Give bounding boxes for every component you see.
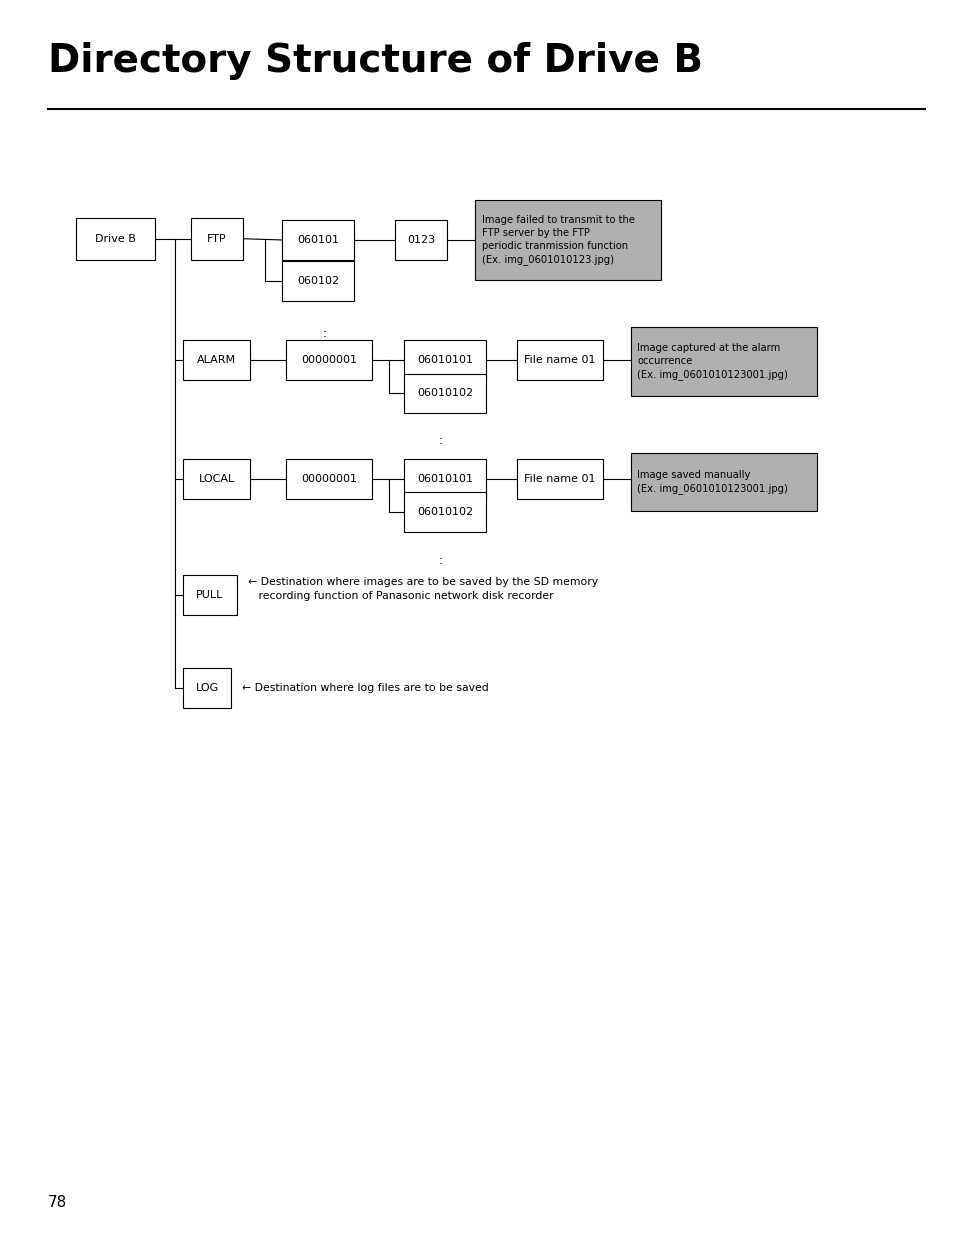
Text: :: : [322, 328, 326, 340]
FancyBboxPatch shape [630, 327, 816, 396]
FancyBboxPatch shape [404, 459, 485, 499]
FancyBboxPatch shape [191, 218, 243, 260]
FancyBboxPatch shape [286, 459, 372, 499]
Text: :: : [438, 554, 442, 567]
FancyBboxPatch shape [404, 374, 485, 413]
FancyBboxPatch shape [630, 453, 816, 511]
Text: File name 01: File name 01 [524, 474, 595, 484]
Text: 00000001: 00000001 [301, 355, 356, 365]
Text: ALARM: ALARM [196, 355, 236, 365]
FancyBboxPatch shape [183, 459, 250, 499]
Text: 06010101: 06010101 [416, 355, 473, 365]
FancyBboxPatch shape [183, 668, 231, 708]
Text: LOG: LOG [195, 683, 218, 693]
FancyBboxPatch shape [395, 220, 447, 260]
Text: 06010102: 06010102 [416, 507, 473, 517]
Text: 060101: 060101 [296, 235, 339, 245]
Text: ← Destination where images are to be saved by the SD memory
   recording functio: ← Destination where images are to be sav… [248, 576, 598, 601]
FancyBboxPatch shape [404, 492, 485, 532]
Text: :: : [438, 434, 442, 447]
FancyBboxPatch shape [404, 340, 485, 380]
Text: 06010102: 06010102 [416, 388, 473, 398]
Text: ← Destination where log files are to be saved: ← Destination where log files are to be … [242, 683, 489, 693]
FancyBboxPatch shape [183, 340, 250, 380]
Text: FTP: FTP [207, 234, 227, 244]
Text: Drive B: Drive B [95, 234, 135, 244]
FancyBboxPatch shape [517, 340, 602, 380]
FancyBboxPatch shape [183, 575, 236, 615]
Text: Directory Structure of Drive B: Directory Structure of Drive B [48, 42, 702, 80]
Text: LOCAL: LOCAL [198, 474, 234, 484]
Text: 06010101: 06010101 [416, 474, 473, 484]
Text: PULL: PULL [196, 590, 223, 600]
FancyBboxPatch shape [282, 261, 354, 301]
Text: Image saved manually
(Ex. img_0601010123001.jpg): Image saved manually (Ex. img_0601010123… [637, 470, 787, 494]
FancyBboxPatch shape [286, 340, 372, 380]
FancyBboxPatch shape [76, 218, 154, 260]
FancyBboxPatch shape [517, 459, 602, 499]
Text: 0123: 0123 [407, 235, 435, 245]
Text: 00000001: 00000001 [301, 474, 356, 484]
FancyBboxPatch shape [282, 220, 354, 260]
Text: File name 01: File name 01 [524, 355, 595, 365]
Text: Image captured at the alarm
occurrence
(Ex. img_0601010123001.jpg): Image captured at the alarm occurrence (… [637, 343, 787, 380]
Text: Image failed to transmit to the
FTP server by the FTP
periodic tranmission funct: Image failed to transmit to the FTP serv… [481, 215, 634, 265]
Text: 060102: 060102 [296, 276, 339, 286]
Text: 78: 78 [48, 1195, 67, 1210]
FancyBboxPatch shape [475, 200, 660, 280]
